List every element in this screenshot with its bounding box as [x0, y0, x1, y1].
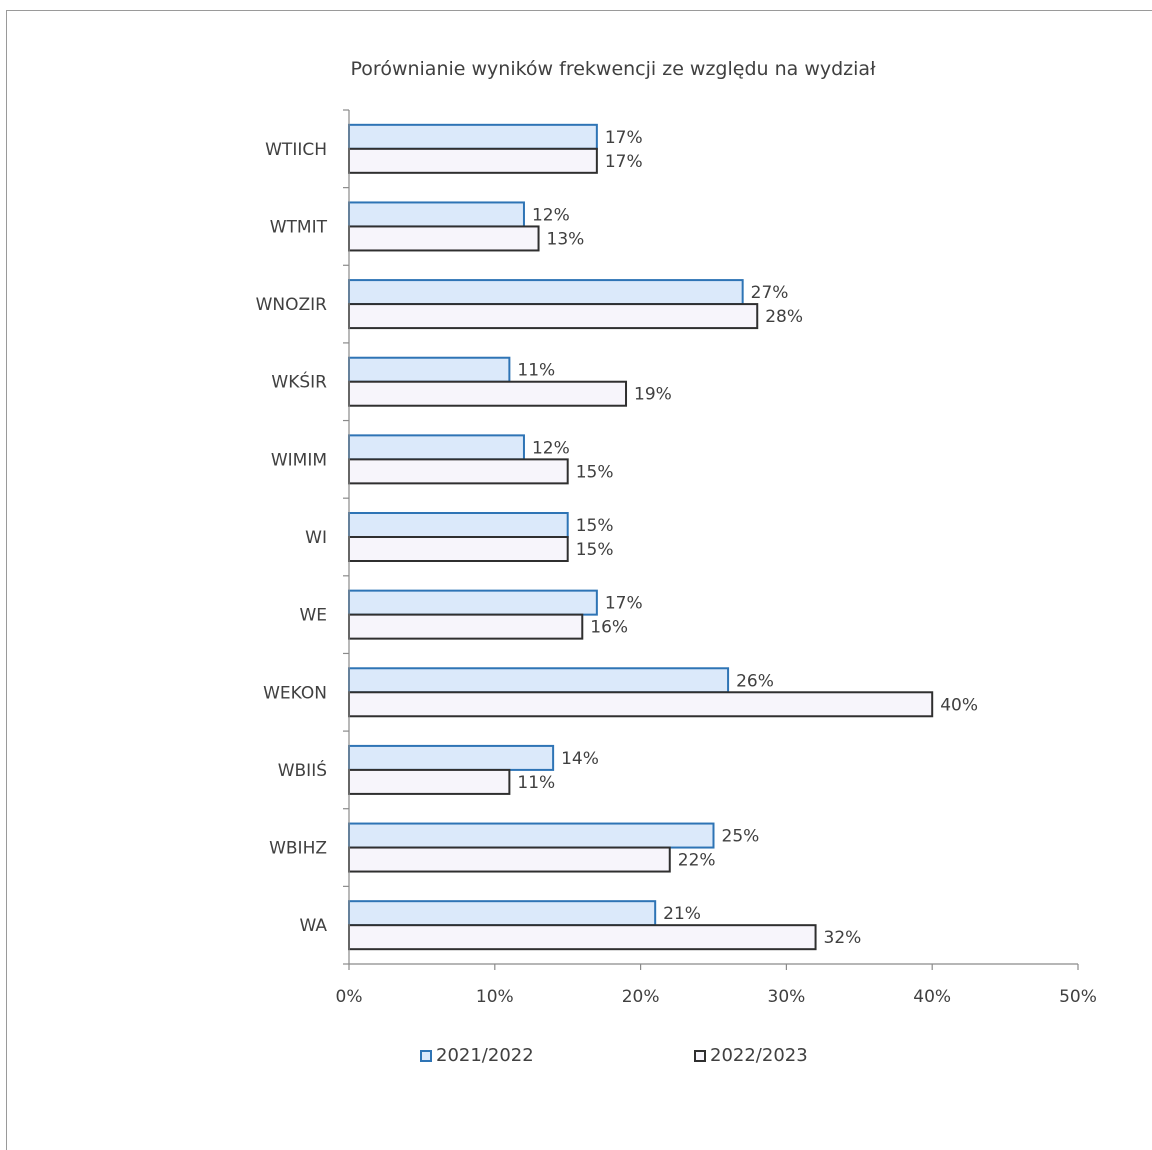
bar-wbiiś-0: [348, 744, 555, 771]
data-label-wkśir-0: 11%: [517, 361, 555, 381]
bar-wekon-0: [348, 667, 730, 694]
bar-wimim-1: [348, 458, 569, 485]
category-label-wbihz: WBIHZ: [269, 839, 327, 859]
bar-wnozir-0: [348, 279, 744, 306]
bar-wimim-0: [348, 434, 525, 461]
category-label-wi: WI: [305, 528, 327, 548]
legend-swatch-2021-2022: [420, 1049, 432, 1062]
bar-wnozir-1: [348, 303, 759, 330]
data-label-wtiich-0: 17%: [605, 128, 643, 148]
bar-wa-0: [348, 900, 657, 927]
data-label-wimim-1: 15%: [576, 462, 614, 482]
data-label-wbiiś-1: 11%: [517, 773, 555, 793]
bar-wbihz-0: [348, 822, 715, 849]
bar-wtmit-1: [348, 225, 540, 252]
bar-wi-0: [348, 512, 569, 538]
x-tick-label: 50%: [1059, 987, 1097, 1007]
category-label-wnozir: WNOZIR: [256, 295, 328, 315]
data-label-wekon-1: 40%: [940, 695, 978, 715]
bar-wa-1: [348, 924, 817, 951]
data-label-wnozir-0: 27%: [751, 283, 789, 303]
data-label-wkśir-1: 19%: [634, 385, 672, 405]
bar-wtiich-0: [348, 123, 598, 150]
bar-wkśir-1: [348, 380, 628, 407]
category-label-wa: WA: [299, 916, 327, 936]
x-tick-label: 20%: [622, 987, 660, 1007]
bar-we-1: [348, 613, 584, 640]
bar-we-0: [348, 589, 598, 616]
category-label-wbiiś: WBIIŚ: [278, 759, 327, 781]
bar-wkśir-0: [348, 356, 511, 383]
x-tick-label: 10%: [476, 987, 514, 1007]
data-label-wekon-0: 26%: [736, 671, 774, 691]
x-tick-label: 40%: [913, 987, 951, 1007]
chart-frame: [6, 10, 1152, 1150]
category-label-wekon: WEKON: [263, 683, 327, 703]
data-label-wi-1: 15%: [576, 540, 614, 560]
category-label-wtiich: WTIICH: [265, 140, 327, 160]
data-label-wtiich-1: 17%: [605, 152, 643, 172]
chart-plot: 17% 17% WTIICH 12% 13% WTMIT 27% 28% WNOZIR 11% 19…: [256, 109, 1097, 1007]
legend: 2021/2022 2022/2023: [0, 1045, 1152, 1073]
legend-label-2022-2023: 2022/2023: [710, 1045, 808, 1066]
data-label-wtmit-0: 12%: [532, 205, 570, 225]
data-label-we-1: 16%: [590, 618, 628, 638]
data-label-wimim-0: 12%: [532, 438, 570, 458]
bar-wekon-1: [348, 691, 934, 718]
data-label-wnozir-1: 28%: [765, 307, 803, 327]
bar-wbiiś-1: [348, 768, 511, 795]
data-label-wtmit-1: 13%: [547, 229, 585, 249]
data-label-wbihz-0: 25%: [722, 827, 760, 847]
category-label-wtmit: WTMIT: [270, 217, 328, 237]
data-label-wa-1: 32%: [824, 928, 862, 948]
data-label-wa-0: 21%: [663, 904, 701, 924]
data-label-wbiiś-0: 14%: [561, 749, 599, 769]
bar-wi-1: [348, 536, 569, 562]
chart-title: Porównianie wyników frekwencji ze względ…: [350, 58, 876, 80]
data-label-wbihz-1: 22%: [678, 851, 716, 871]
legend-swatch-2022-2023: [694, 1049, 706, 1062]
legend-item-2022-2023: 2022/2023: [694, 1045, 808, 1066]
bar-wtiich-1: [348, 147, 598, 174]
x-tick-label: 0%: [336, 987, 363, 1007]
bar-wtmit-0: [348, 201, 525, 228]
legend-label-2021-2022: 2021/2022: [436, 1045, 534, 1066]
x-tick-label: 30%: [768, 987, 806, 1007]
data-label-wi-0: 15%: [576, 516, 614, 536]
category-label-wimim: WIMIM: [271, 450, 327, 470]
bar-wbihz-1: [348, 846, 671, 873]
data-label-we-0: 17%: [605, 594, 643, 614]
legend-item-2021-2022: 2021/2022: [420, 1045, 534, 1066]
category-label-wkśir: WKŚIR: [271, 371, 327, 393]
category-label-we: WE: [299, 606, 327, 626]
